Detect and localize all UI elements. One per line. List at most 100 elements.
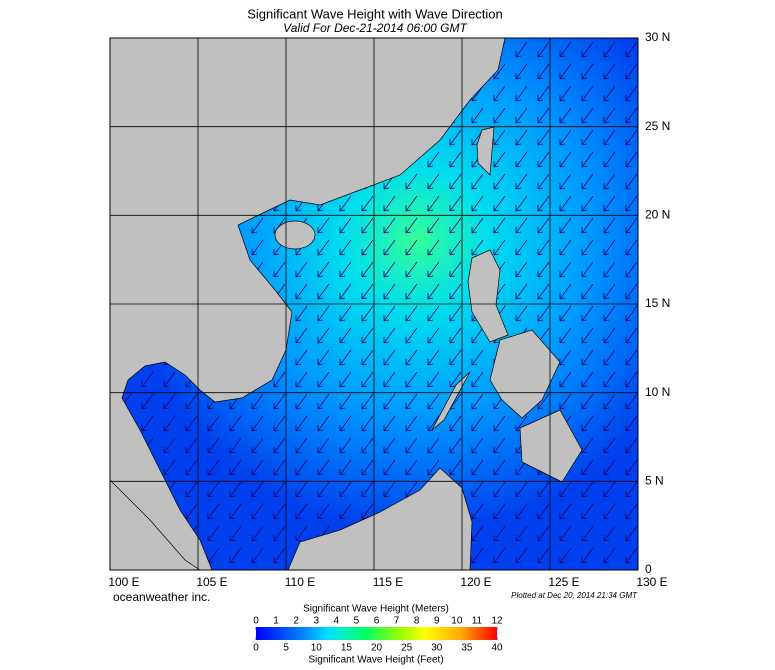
wave-arrow	[405, 371, 418, 388]
wave-arrow	[449, 217, 462, 234]
wave-arrow	[383, 305, 396, 322]
wave-arrow	[603, 459, 616, 476]
wave-arrow	[185, 459, 198, 476]
wave-arrow	[383, 481, 396, 498]
wave-arrow	[383, 349, 396, 366]
wave-arrow	[603, 41, 616, 58]
wave-arrow	[339, 327, 352, 344]
wave-arrow	[471, 239, 484, 256]
wave-arrow	[449, 261, 462, 278]
wave-arrow	[317, 437, 330, 454]
mindanao	[519, 409, 583, 483]
meters-tick-label: 7	[394, 616, 400, 627]
lat-label: 15 N	[645, 296, 670, 310]
wave-arrow	[537, 481, 550, 498]
meters-tick-label: 12	[491, 616, 503, 627]
wave-arrow	[625, 129, 638, 146]
wave-arrow	[295, 459, 308, 476]
wave-arrow	[405, 305, 418, 322]
wave-arrow	[317, 481, 330, 498]
wave-arrow	[471, 437, 484, 454]
wave-arrow	[471, 107, 484, 124]
wave-arrow	[515, 283, 528, 300]
wave-arrow	[581, 239, 594, 256]
wave-arrow	[559, 239, 572, 256]
palawan	[431, 371, 471, 431]
wave-arrow	[471, 415, 484, 432]
subtitle: Valid For Dec-21-2014 06:00 GMT	[283, 21, 468, 35]
wave-arrow	[603, 173, 616, 190]
wave-arrow	[295, 393, 308, 410]
wave-arrow	[493, 481, 506, 498]
wave-arrow	[603, 525, 616, 542]
lon-label: 130 E	[636, 575, 667, 589]
wave-arrow	[471, 371, 484, 388]
wave-arrow	[581, 63, 594, 80]
luzon	[467, 249, 509, 343]
wave-arrow	[537, 195, 550, 212]
lat-label: 10 N	[645, 385, 670, 399]
borneo	[287, 467, 473, 570]
wave-arrow	[625, 63, 638, 80]
wave-arrow	[493, 415, 506, 432]
wave-arrow	[163, 437, 176, 454]
wave-arrow	[295, 481, 308, 498]
wave-arrow	[603, 371, 616, 388]
wave-arrow	[229, 459, 242, 476]
wave-arrow	[581, 41, 594, 58]
wave-arrow	[537, 283, 550, 300]
wave-arrow	[207, 481, 220, 498]
wave-arrow	[493, 547, 506, 564]
wave-arrow	[449, 173, 462, 190]
wave-arrow	[405, 217, 418, 234]
wave-arrow	[559, 327, 572, 344]
wave-arrow	[581, 481, 594, 498]
wave-arrow	[471, 459, 484, 476]
meters-tick-label: 5	[354, 616, 360, 627]
wave-arrow	[207, 437, 220, 454]
wave-arrow	[559, 151, 572, 168]
wave-arrow	[493, 239, 506, 256]
wave-arrow	[361, 239, 374, 256]
meters-tick-label: 4	[334, 616, 340, 627]
wave-arrow	[581, 371, 594, 388]
wave-arrow	[295, 415, 308, 432]
wave-arrow	[603, 481, 616, 498]
lon-label: 105 E	[196, 575, 227, 589]
wave-arrow	[515, 547, 528, 564]
wave-arrow	[251, 503, 264, 520]
wave-arrow	[361, 459, 374, 476]
wave-arrow	[251, 547, 264, 564]
wave-arrow	[493, 437, 506, 454]
wave-arrow	[493, 195, 506, 212]
wave-arrow	[581, 349, 594, 366]
wave-arrow	[515, 305, 528, 322]
wave-arrow	[559, 173, 572, 190]
wave-arrow	[273, 371, 286, 388]
wave-arrow	[207, 459, 220, 476]
wave-arrow	[295, 327, 308, 344]
wave-arrow	[603, 283, 616, 300]
lat-label: 20 N	[645, 208, 670, 222]
wave-arrow	[449, 305, 462, 322]
wave-arrow	[405, 437, 418, 454]
wave-arrow	[339, 503, 352, 520]
wave-arrow	[559, 261, 572, 278]
wave-arrow	[405, 459, 418, 476]
meters-tick-label: 11	[472, 616, 483, 627]
wave-arrow	[559, 305, 572, 322]
wave-arrow	[273, 547, 286, 564]
wave-arrow	[251, 437, 264, 454]
wave-arrow	[449, 151, 462, 168]
wave-arrow	[383, 327, 396, 344]
wave-arrow	[361, 415, 374, 432]
wave-arrow	[383, 371, 396, 388]
lat-label: 5 N	[645, 474, 664, 488]
feet-tick-label: 15	[341, 643, 353, 654]
wave-arrow	[427, 195, 440, 212]
wave-arrow	[625, 217, 638, 234]
wave-arrow	[405, 393, 418, 410]
wave-arrow	[515, 503, 528, 520]
wave-arrow	[603, 239, 616, 256]
wave-arrow	[361, 217, 374, 234]
